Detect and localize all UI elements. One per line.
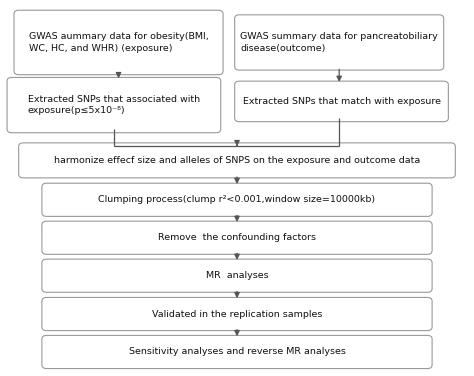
FancyBboxPatch shape — [14, 10, 223, 75]
FancyBboxPatch shape — [235, 15, 444, 70]
Text: Clumping process(clump r²<0.001,window size=10000kb): Clumping process(clump r²<0.001,window s… — [99, 195, 375, 204]
FancyBboxPatch shape — [42, 297, 432, 331]
Text: MR  analyses: MR analyses — [206, 271, 268, 280]
FancyBboxPatch shape — [235, 81, 448, 122]
FancyBboxPatch shape — [7, 77, 221, 133]
Text: Extracted SNPs that associated with
exposure(p≤5x10⁻⁸): Extracted SNPs that associated with expo… — [28, 95, 200, 115]
FancyBboxPatch shape — [42, 335, 432, 368]
FancyBboxPatch shape — [18, 143, 456, 178]
Text: harmonize effecf size and alleles of SNPS on the exposure and outcome data: harmonize effecf size and alleles of SNP… — [54, 156, 420, 165]
FancyBboxPatch shape — [42, 259, 432, 292]
Text: GWAS summary data for pancreatobiliary
disease(outcome): GWAS summary data for pancreatobiliary d… — [240, 32, 438, 53]
FancyBboxPatch shape — [42, 221, 432, 254]
Text: Sensitivity analyses and reverse MR analyses: Sensitivity analyses and reverse MR anal… — [128, 347, 346, 356]
Text: Extracted SNPs that match with exposure: Extracted SNPs that match with exposure — [243, 97, 440, 106]
FancyBboxPatch shape — [42, 183, 432, 216]
Text: Remove  the confounding factors: Remove the confounding factors — [158, 233, 316, 242]
Text: GWAS aummary data for obesity(BMI,
WC, HC, and WHR) (exposure): GWAS aummary data for obesity(BMI, WC, H… — [28, 32, 209, 53]
Text: Validated in the replication samples: Validated in the replication samples — [152, 309, 322, 318]
